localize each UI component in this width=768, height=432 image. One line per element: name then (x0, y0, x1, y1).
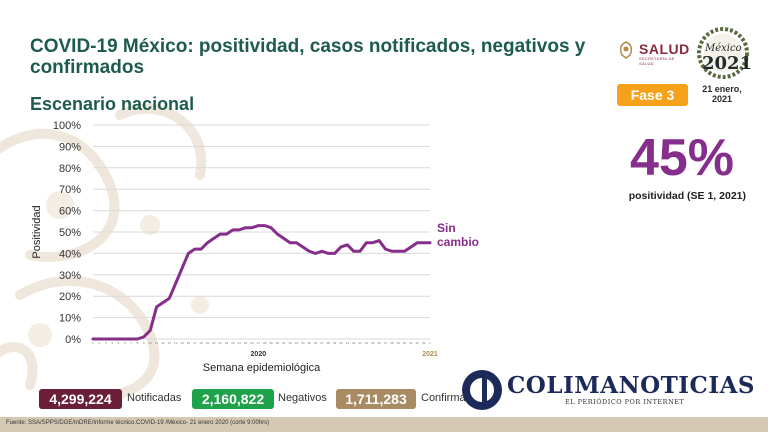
x-tick-label: 47 (384, 341, 388, 345)
watermark-logo-icon (462, 370, 502, 410)
x-tick-label: 50 (403, 341, 407, 345)
positivity-value: 45% (629, 129, 735, 187)
source-footer: Fuente: SSA/SPPS/DGE/InDRE/Informe técni… (0, 417, 768, 432)
salud-logo-text: SALUD (639, 41, 690, 57)
y-tick-label: 100% (53, 120, 81, 132)
y-tick-label: 90% (59, 141, 81, 153)
negative-count-badge: 2,160,822 (192, 389, 274, 409)
x-tick-label: 27 (257, 341, 261, 345)
x-tick-label: 43 (358, 341, 362, 345)
x-tick-label: 8 (137, 341, 139, 345)
source-text: Fuente: SSA/SPPS/DGE/InDRE/Informe técni… (6, 420, 270, 426)
year-label-2021: 2021 (422, 351, 438, 358)
x-tick-label: 46 (377, 341, 381, 345)
positivity-chart: 0%10%20%30%40%50%60%70%80%90%100%1 2 3 4 5 6 7… (31, 120, 479, 374)
x-tick-label: 25 (244, 341, 248, 345)
x-axis-label: Semana epidemiológica (203, 362, 321, 374)
phase-badge: Fase 3 (617, 84, 688, 106)
x-tick-label: 49 (397, 341, 401, 345)
y-tick-label: 10% (59, 313, 81, 325)
negative-label: Negativos (278, 392, 327, 404)
confirmed-label: Confirmados (421, 392, 470, 404)
x-tick-label: 33 (295, 341, 299, 345)
y-tick-label: 80% (59, 163, 81, 175)
x-tick-label: 32 (288, 341, 292, 345)
x-tick-label: 7 (130, 341, 132, 345)
x-tick-label: 17 (193, 341, 197, 345)
x-tick-label: 35 (308, 341, 312, 345)
x-tick-label: 21 (218, 341, 222, 345)
y-axis-label: Positividad (31, 205, 43, 258)
x-tick-label: 34 (301, 341, 305, 345)
x-tick-label: 19 (206, 341, 210, 345)
x-tick-label: 2 (99, 341, 101, 345)
x-tick-label: 6 (124, 341, 126, 345)
page-subtitle: Escenario nacional (30, 94, 195, 114)
x-tick-label: 44 (365, 341, 369, 345)
x-tick-label: 36 (314, 341, 318, 345)
x-tick-label: 1 (429, 341, 431, 345)
x-tick-label: 40 (339, 341, 343, 345)
report-date: 21 enero, 2021 (702, 84, 742, 104)
x-tick-label: 15 (180, 341, 184, 345)
x-tick-label: 45 (371, 341, 375, 345)
salud-logo-subtext: SECRETARÍA DE SALUD (639, 56, 675, 66)
x-tick-label: 24 (238, 341, 242, 345)
x-tick-label: 12 (161, 341, 165, 345)
notified-count-badge: 4,299,224 (39, 389, 122, 409)
x-tick-label: 29 (269, 341, 273, 345)
y-tick-label: 20% (59, 291, 81, 303)
salud-logo: SALUD SECRETARÍA DE SALUD (617, 40, 690, 66)
year-logo-text: 2021 (702, 53, 753, 74)
x-tick-label: 52 (416, 341, 420, 345)
y-tick-label: 50% (59, 227, 81, 239)
watermark-tagline: EL PERIÓDICO POR INTERNET (565, 398, 685, 406)
x-tick-label: 41 (346, 341, 350, 345)
x-tick-label: 28 (263, 341, 267, 345)
y-tick-label: 0% (65, 334, 81, 346)
y-tick-label: 70% (59, 184, 81, 196)
x-tick-label: 20 (212, 341, 216, 345)
year-label-2020: 2020 (251, 351, 267, 358)
y-tick-label: 30% (59, 270, 81, 282)
x-tick-label: 51 (409, 341, 413, 345)
x-tick-label: 5 (118, 341, 120, 345)
x-tick-label: 1 (92, 341, 94, 345)
x-tick-label: 4 (111, 341, 113, 345)
x-tick-label: 37 (320, 341, 324, 345)
y-tick-label: 40% (59, 248, 81, 260)
x-tick-label: 38 (327, 341, 331, 345)
x-tick-label: 48 (390, 341, 394, 345)
eagle-seal-icon (619, 41, 633, 59)
x-tick-label: 39 (333, 341, 337, 345)
mexico-2021-logo: México 2021 (697, 25, 753, 81)
sin-cambio-annotation: Sin cambio (437, 221, 479, 249)
x-tick-label: 23 (231, 341, 235, 345)
x-tick-label: 22 (225, 341, 229, 345)
x-tick-label: 14 (174, 341, 178, 345)
x-tick-label: 3 (105, 341, 107, 345)
x-tick-label: 53 (422, 341, 426, 345)
x-tick-label: 16 (187, 341, 191, 345)
watermark-name: COLIMANOTICIAS (507, 372, 756, 399)
y-tick-label: 60% (59, 206, 81, 218)
x-tick-label: 18 (199, 341, 203, 345)
x-tick-label: 9 (143, 341, 145, 345)
x-tick-label: 26 (250, 341, 254, 345)
positivity-series-line (91, 224, 432, 341)
page-title: COVID-19 México: positividad, casos noti… (30, 36, 586, 78)
confirmed-count-badge: 1,711,283 (336, 389, 416, 409)
serpent-emblem-icon (697, 27, 749, 79)
x-tick-label: 31 (282, 341, 286, 345)
notified-label: Notificadas (127, 392, 182, 404)
summary-badges: 4,299,224 Notificadas 2,160,822 Negativo… (30, 389, 470, 411)
positivity-label: positividad (SE 1, 2021) (628, 190, 746, 202)
x-tick-label: 13 (168, 341, 172, 345)
x-tick-label: 42 (352, 341, 356, 345)
x-tick-label: 30 (276, 341, 280, 345)
mexico-logo-text: México (705, 43, 742, 54)
x-tick-label: 10 (149, 341, 153, 345)
watermark: COLIMANOTICIAS EL PERIÓDICO POR INTERNET (460, 368, 755, 414)
x-tick-label: 11 (155, 341, 158, 345)
